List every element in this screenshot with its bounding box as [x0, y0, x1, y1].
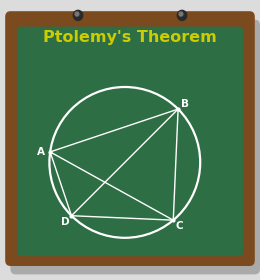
Text: C: C — [175, 221, 183, 231]
Text: A: A — [37, 147, 45, 157]
FancyBboxPatch shape — [10, 20, 260, 274]
FancyBboxPatch shape — [17, 27, 243, 256]
Circle shape — [177, 10, 187, 20]
Text: B: B — [181, 99, 188, 109]
Text: D: D — [61, 217, 69, 227]
Circle shape — [75, 12, 79, 16]
Circle shape — [73, 10, 83, 20]
Circle shape — [179, 12, 183, 16]
Text: Ptolemy's Theorem: Ptolemy's Theorem — [43, 30, 217, 45]
FancyBboxPatch shape — [5, 11, 255, 266]
